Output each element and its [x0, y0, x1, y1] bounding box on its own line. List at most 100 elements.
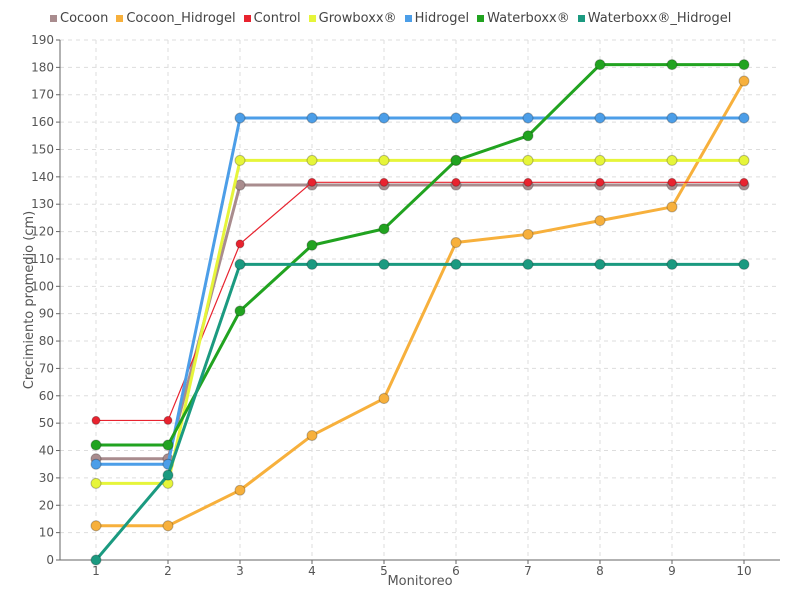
data-point	[90, 520, 102, 532]
series-line	[96, 63, 744, 447]
data-point	[234, 154, 246, 166]
data-point	[90, 554, 102, 566]
data-point	[595, 177, 605, 187]
legend-item: Cocoon	[50, 11, 108, 26]
y-tick-label: 60	[39, 389, 54, 403]
data-point	[594, 154, 606, 166]
legend-label: Cocoon_Hidrogel	[126, 11, 236, 26]
data-point	[450, 112, 462, 124]
data-point	[594, 258, 606, 270]
y-axis-label: Crecimiento promedio (cm)	[22, 211, 37, 389]
data-point	[594, 59, 606, 71]
y-tick-label: 10	[39, 526, 54, 540]
y-tick-label: 110	[31, 252, 54, 266]
data-point	[234, 258, 246, 270]
data-point	[378, 154, 390, 166]
legend-swatch	[577, 15, 585, 22]
series-line	[96, 181, 744, 422]
data-point	[378, 223, 390, 235]
data-point	[523, 177, 533, 187]
data-point	[666, 112, 678, 124]
x-tick-label: 3	[236, 564, 244, 578]
data-point	[306, 258, 318, 270]
legend-item: Waterboxx®	[477, 11, 570, 26]
y-tick-label: 140	[31, 170, 54, 184]
series-line	[96, 158, 744, 485]
legend-swatch	[308, 15, 316, 22]
data-point	[90, 458, 102, 470]
x-tick-label: 8	[596, 564, 604, 578]
series-control	[91, 177, 749, 425]
legend-swatch	[243, 15, 251, 22]
series-waterboxx-	[90, 59, 750, 451]
data-point	[162, 520, 174, 532]
legend-label: Cocoon	[60, 11, 109, 26]
data-point	[306, 239, 318, 251]
grid-lines	[60, 39, 780, 560]
data-point	[307, 177, 317, 187]
x-tick-label: 6	[452, 564, 460, 578]
axes: 0102030405060708090100110120130140150160…	[31, 33, 780, 578]
data-point	[235, 239, 245, 249]
legend-label: Control	[253, 11, 301, 26]
series-lines	[90, 59, 750, 566]
data-point	[162, 439, 174, 451]
data-point	[306, 429, 318, 441]
y-tick-label: 20	[39, 498, 54, 512]
data-point	[522, 228, 534, 240]
legend-label: Waterboxx®_Hidrogel	[587, 11, 732, 26]
data-point	[162, 469, 174, 481]
data-point	[378, 393, 390, 405]
y-tick-label: 90	[39, 307, 54, 321]
data-point	[522, 258, 534, 270]
y-tick-label: 50	[39, 416, 54, 430]
y-tick-label: 120	[31, 225, 54, 239]
y-tick-label: 30	[39, 471, 54, 485]
data-point	[234, 305, 246, 317]
legend-label: Growboxx®	[318, 11, 397, 26]
legend-item: Waterboxx®_Hidrogel	[577, 11, 732, 26]
x-tick-label: 9	[668, 564, 676, 578]
data-point	[522, 112, 534, 124]
legend-swatch	[50, 15, 57, 22]
data-point	[90, 439, 102, 451]
legend-label: Waterboxx®	[487, 11, 570, 26]
series-cocoon-hidrogel	[90, 75, 750, 532]
series-line	[96, 80, 746, 528]
data-point	[667, 177, 677, 187]
series-line	[94, 262, 744, 561]
legend-swatch	[477, 15, 485, 22]
data-point	[450, 237, 462, 249]
y-tick-label: 160	[31, 115, 54, 129]
data-point	[522, 154, 534, 166]
y-tick-label: 170	[31, 88, 54, 102]
y-tick-label: 150	[31, 142, 54, 156]
x-tick-label: 10	[736, 564, 751, 578]
data-point	[451, 177, 461, 187]
data-point	[738, 59, 750, 71]
data-point	[666, 258, 678, 270]
data-point	[738, 112, 750, 124]
data-point	[90, 477, 102, 489]
chart-legend: Cocoon Cocoon_Hidrogel Control Growboxx® Hid…	[50, 11, 731, 26]
legend-item: Cocoon_Hidrogel	[116, 11, 236, 26]
legend-label: Hidrogel	[414, 11, 470, 26]
x-tick-label: 1	[92, 564, 100, 578]
legend-item: Control	[243, 11, 301, 26]
x-axis-label: Monitoreo	[387, 574, 452, 589]
data-point	[378, 112, 390, 124]
data-point	[738, 75, 750, 87]
data-point	[450, 154, 462, 166]
y-tick-label: 0	[46, 553, 54, 567]
data-point	[738, 258, 750, 270]
data-point	[594, 112, 606, 124]
y-tick-label: 190	[31, 33, 54, 47]
data-point	[378, 258, 390, 270]
data-point	[306, 112, 318, 124]
y-tick-label: 130	[31, 197, 54, 211]
series-hidrogel	[90, 112, 750, 470]
series-waterboxx-hidrogel	[90, 258, 750, 566]
data-point	[666, 59, 678, 71]
data-point	[306, 154, 318, 166]
